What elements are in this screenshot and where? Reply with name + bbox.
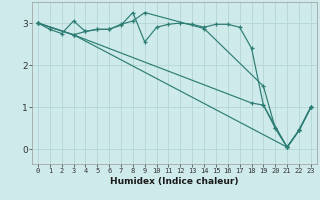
X-axis label: Humidex (Indice chaleur): Humidex (Indice chaleur): [110, 177, 239, 186]
